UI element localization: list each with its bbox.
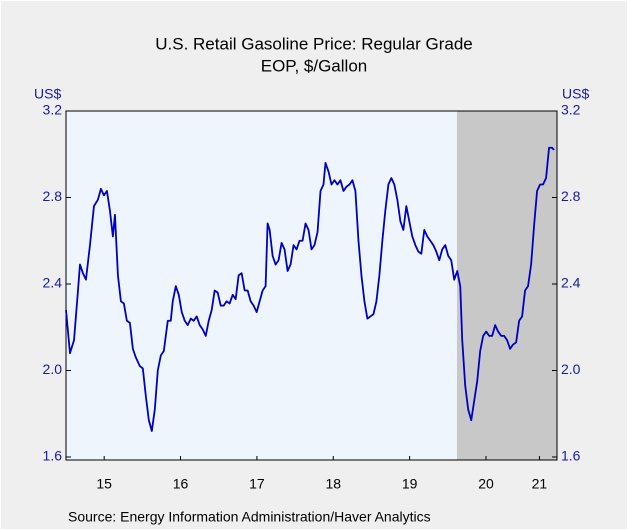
x-tick-label: 18 xyxy=(325,476,341,492)
y-tick-label: 3.2 xyxy=(43,102,63,118)
x-tick-label: 16 xyxy=(173,476,189,492)
source-note: Source: Energy Information Administratio… xyxy=(68,509,431,525)
y2-tick-label: 2.4 xyxy=(561,275,581,291)
recession-shading xyxy=(456,111,557,460)
x-tick-label: 21 xyxy=(532,476,548,492)
y-tick-label: 1.6 xyxy=(43,448,63,464)
x-tick-label: 17 xyxy=(249,476,265,492)
y2-tick-label: 2.0 xyxy=(561,361,581,377)
plot-frame xyxy=(65,110,558,461)
y-tick-label: 2.8 xyxy=(43,188,63,204)
y-axis-label: US$ xyxy=(34,86,61,102)
x-tick-label: 20 xyxy=(478,476,494,492)
price-line xyxy=(65,146,555,432)
y2-tick-label: 1.6 xyxy=(561,448,581,464)
chart-title: U.S. Retail Gasoline Price: Regular Grad… xyxy=(155,34,472,53)
y2-tick-label: 2.8 xyxy=(561,188,581,204)
y2-axis-label: US$ xyxy=(562,86,589,102)
chart-subtitle: EOP, $/Gallon xyxy=(261,56,367,75)
x-tick-label: 19 xyxy=(402,476,418,492)
y-tick-label: 2.4 xyxy=(43,275,63,291)
x-tick-label: 15 xyxy=(96,476,112,492)
y2-tick-label: 3.2 xyxy=(561,102,581,118)
y-tick-label: 2.0 xyxy=(43,361,63,377)
